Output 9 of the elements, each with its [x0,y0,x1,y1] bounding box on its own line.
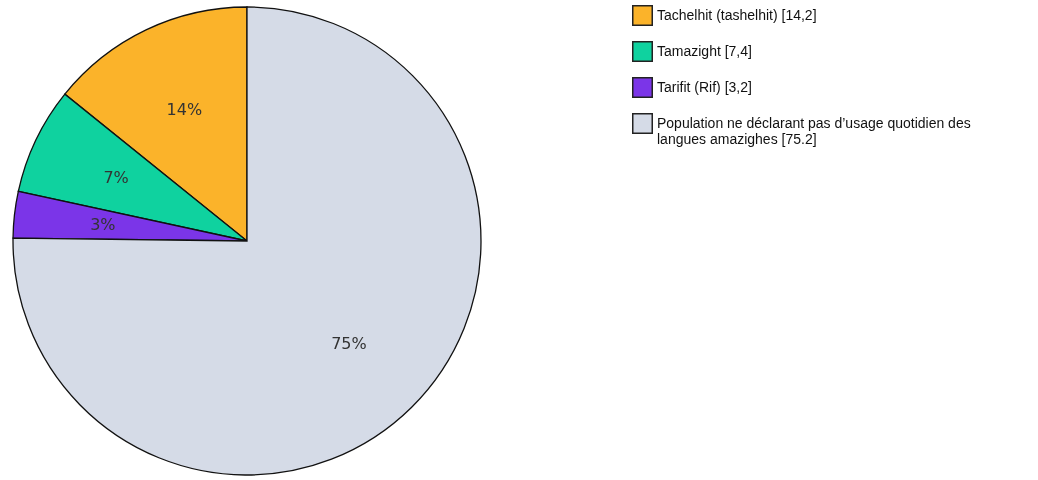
legend-label: Tachelhit (tashelhit) [14,2] [657,6,817,23]
data-label: 7% [103,168,129,188]
data-label: 3% [90,214,116,234]
legend-label: Tarifit (Rif) [3,2] [657,78,752,95]
data-label: 14% [166,100,203,120]
data-label: 75% [331,334,367,354]
legend-label: Population ne déclarant pas d’usage quotidien des langues amazighes [75.2] [657,114,971,147]
pie-slice [12,6,482,476]
legend-label: Tamazight [7,4] [657,42,752,59]
